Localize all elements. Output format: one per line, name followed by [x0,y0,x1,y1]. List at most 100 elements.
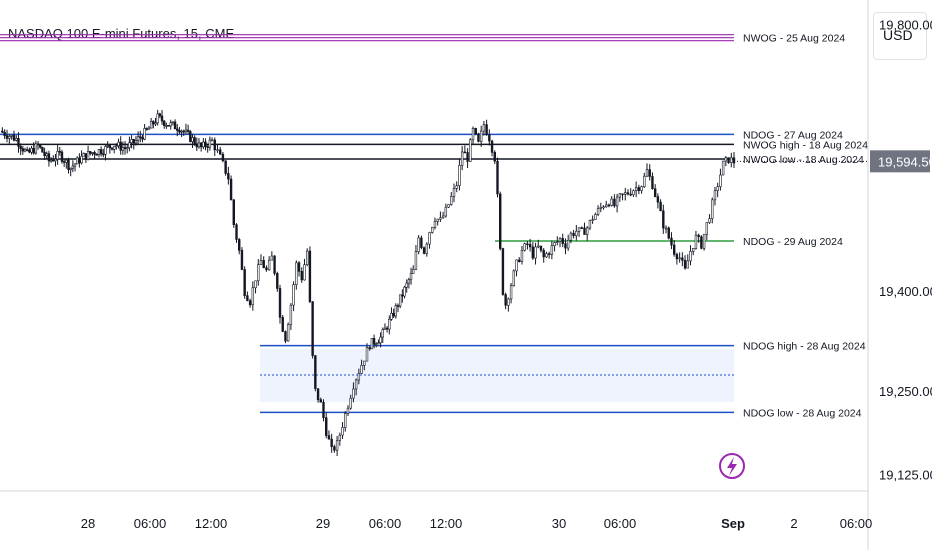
candle [162,120,166,129]
candle [528,238,532,252]
candle [240,247,244,271]
candle [509,282,513,304]
x-tick-label: 06:00 [840,516,873,531]
candle [76,156,79,165]
candle [441,211,445,219]
candle [265,265,268,272]
candle [534,242,537,265]
candle [95,153,98,156]
level-line[interactable] [0,34,734,42]
candle [643,172,646,188]
candle [206,143,209,153]
candle [724,155,728,167]
candle [281,315,284,333]
candle [479,125,483,147]
candle [165,122,168,129]
candle [605,200,608,208]
candle [82,152,85,157]
candle [262,256,265,269]
candle [86,145,90,161]
candle [396,303,400,313]
candle [447,204,450,209]
candle [596,205,600,217]
x-tick-label: 30 [552,516,566,531]
candle [134,136,138,146]
candle [102,148,105,158]
candle [12,130,16,142]
candle [108,144,112,154]
candle [556,236,559,246]
candle [499,191,502,251]
candle [257,259,260,286]
candle [21,145,25,155]
candle [667,226,670,240]
candle [204,138,207,151]
candle [365,343,369,362]
candle [93,150,96,160]
currency-button[interactable]: USD [873,12,927,60]
candle [504,292,507,310]
candle [575,224,578,241]
candle [278,284,282,324]
candle [325,412,328,439]
x-tick-label: 2 [790,516,797,531]
candle [123,141,127,155]
candle [346,405,350,417]
candle [577,227,581,237]
candle [89,151,92,156]
candle [692,248,695,256]
candle [607,203,611,208]
lightning-icon[interactable] [719,453,745,479]
candle [169,119,172,130]
candle [58,147,62,156]
candle [621,193,624,201]
candle [637,184,641,195]
candle [721,160,725,176]
candle [210,137,214,142]
candle [640,185,643,194]
candle [254,280,257,294]
x-tick-label: 12:00 [195,516,228,531]
candle [141,135,144,143]
candle [518,257,521,263]
candle [117,138,120,149]
candle [132,138,135,150]
level-label: NDOG high - 28 Aug 2024 [743,341,866,353]
candle [436,218,439,226]
candle [330,433,333,453]
candle [354,378,358,396]
candle [195,137,199,151]
candle [439,211,442,222]
x-tick-label: 29 [316,516,330,531]
candle [610,196,613,207]
candle [41,146,44,153]
candle [403,285,406,299]
candle [248,298,252,308]
candle [65,158,68,169]
candle [314,355,317,392]
candle [15,135,18,142]
candle [156,109,159,126]
candle [276,271,279,292]
candle [672,240,676,257]
candle [580,226,583,229]
candle [341,422,344,439]
candle [686,254,689,269]
candle [227,166,230,185]
candle [542,248,545,263]
candle [561,233,564,248]
candle [49,157,53,163]
candle [289,303,293,331]
candle [36,141,40,150]
candle [463,145,467,154]
candle [39,143,42,149]
candle [45,151,48,159]
candle [379,332,382,348]
candle [482,121,486,136]
candle [67,157,70,174]
candle [213,137,216,157]
candle [284,330,287,344]
candle [216,143,219,153]
candle [73,163,77,172]
